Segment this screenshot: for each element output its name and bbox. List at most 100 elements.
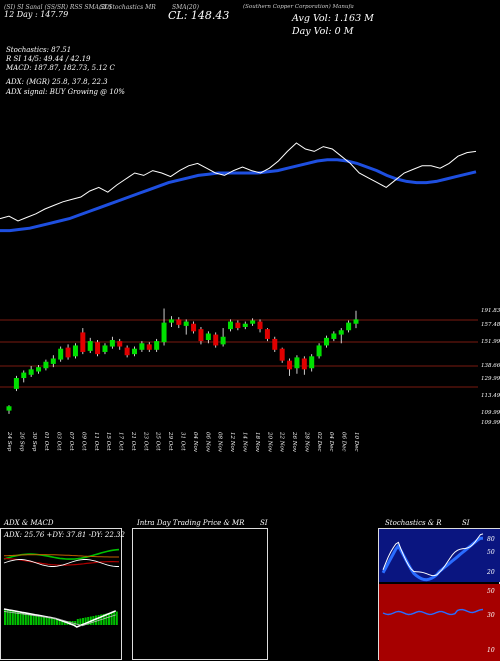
candle-body — [161, 322, 167, 343]
candle — [309, 354, 315, 372]
stoch-tick-20: 20 — [486, 569, 495, 576]
candle-body — [257, 321, 263, 330]
candle — [346, 320, 352, 333]
macd-signal-line — [3, 611, 116, 627]
candle-body — [58, 348, 64, 360]
stoch-tick-50: 50 — [487, 549, 495, 556]
candle — [124, 345, 130, 358]
candle — [95, 340, 101, 357]
candle-body — [191, 323, 197, 332]
macd-histogram-bar — [35, 615, 38, 625]
adx-panel-title: ADX & MACD — [4, 519, 54, 527]
date-tick-label: 29 Oct — [167, 431, 173, 451]
header-close: CL: 148.43 — [168, 9, 230, 22]
price-line — [0, 142, 477, 222]
candle-body — [183, 321, 189, 326]
stoch-rsi-panel: 80 50 20 50 30 10 — [378, 528, 500, 661]
candle — [331, 331, 337, 342]
adx-macd-panel: ADX: 25.76 +DY: 37.81 -DY: 22.32 — [0, 528, 125, 660]
date-tick-label: 22 Nov — [279, 431, 285, 453]
stoch-d-line — [381, 536, 483, 582]
adx-line — [3, 559, 119, 567]
candle — [338, 328, 344, 344]
candle-body — [264, 329, 270, 339]
date-tick-label: 11 Oct — [93, 432, 99, 451]
candle-body — [220, 336, 226, 345]
intraday-panel — [132, 528, 268, 660]
candle-body — [72, 345, 78, 357]
macd-histogram-bar — [6, 609, 9, 625]
price-axis: 191.83 157.48 151.99 138.66 129.99 113.49 109.… — [481, 308, 500, 426]
candle-body — [198, 329, 204, 342]
date-tick-label: 08 Nov — [217, 432, 223, 453]
candle — [154, 338, 160, 352]
date-tick-label: 04 Dec — [328, 432, 334, 452]
candle — [257, 319, 263, 333]
date-tick-label: 17 Oct — [118, 432, 124, 451]
macd-histogram-bar — [40, 616, 43, 625]
macd-histogram-bar — [102, 614, 105, 625]
macd-histogram-bar — [27, 613, 30, 625]
macd-histogram-bar — [14, 611, 17, 625]
candle-body — [205, 333, 211, 341]
macd-histogram-bar — [108, 613, 110, 625]
header-tag-3: (SS/SR) RSS — [44, 4, 83, 11]
candle — [72, 343, 78, 359]
price-tick-label: 191.83 — [481, 308, 500, 314]
candle-body — [13, 378, 19, 389]
candle-body — [43, 361, 49, 369]
intraday-title-tail: SI — [260, 519, 268, 527]
macd-histogram-bar — [45, 617, 48, 625]
header-macd: MACD: 187.87, 182.73, 5.12 C — [6, 64, 115, 72]
candle — [6, 405, 12, 414]
header-tag-1: (SI) SI — [4, 4, 24, 11]
date-tick-label: 14 Nov — [241, 432, 247, 453]
macd-histogram-bar — [61, 621, 64, 625]
candle — [28, 366, 34, 377]
price-tick-label: 151.99 — [481, 339, 500, 345]
macd-histogram-bar — [32, 614, 35, 625]
candle-body — [279, 348, 285, 361]
candle-body — [235, 322, 241, 329]
candle-body — [301, 358, 307, 370]
macd-histogram-bar — [4, 609, 6, 625]
candle-body — [65, 347, 71, 358]
macd-histogram-bar — [115, 611, 118, 625]
adx-plot — [3, 548, 120, 567]
macd-histogram-bar — [97, 615, 100, 625]
candle-body — [331, 333, 337, 339]
candle-body — [102, 345, 108, 352]
candle — [43, 359, 49, 371]
candle — [264, 328, 270, 342]
macd-histogram-bar — [76, 619, 79, 625]
date-tick-label: 30 Sep — [31, 432, 37, 452]
date-axis: 24 Sep 26 Sep 30 Sep 01 Oct 03 Oct 07 Oct 09 O… — [6, 431, 359, 453]
candle — [191, 321, 197, 334]
macd-histogram-bar — [24, 613, 27, 625]
stoch-plot — [381, 533, 484, 582]
date-tick-label: 18 Nov — [254, 432, 260, 453]
header-avg-vol: Avg Vol: 1.163 M — [292, 13, 374, 24]
macd-histogram-bar — [63, 621, 66, 625]
price-tick-label: 157.48 — [481, 322, 500, 328]
header-day-vol: Day Vol: 0 M — [292, 26, 354, 37]
macd-histogram-bar — [58, 619, 61, 625]
stoch-rsi-svg: 80 50 20 50 30 10 — [379, 529, 500, 661]
candle — [87, 337, 93, 354]
candle — [36, 365, 42, 374]
candle-body — [176, 319, 182, 325]
candle-body — [154, 341, 160, 350]
candle-body — [87, 341, 93, 351]
candle — [353, 310, 359, 329]
candle — [117, 338, 123, 350]
adx-plus-di-line — [3, 548, 120, 560]
candle — [50, 355, 56, 368]
candle — [227, 319, 233, 332]
price-tick-label: 113.49 — [481, 393, 500, 399]
macd-histogram-bar — [11, 610, 14, 625]
price-tick-label: 109.99 — [481, 420, 500, 426]
header-rsi: R SI 14/5: 49.44 / 42.19 — [6, 55, 91, 63]
macd-histogram-bar — [22, 612, 25, 625]
candle — [301, 356, 307, 375]
candle-body — [323, 337, 329, 346]
